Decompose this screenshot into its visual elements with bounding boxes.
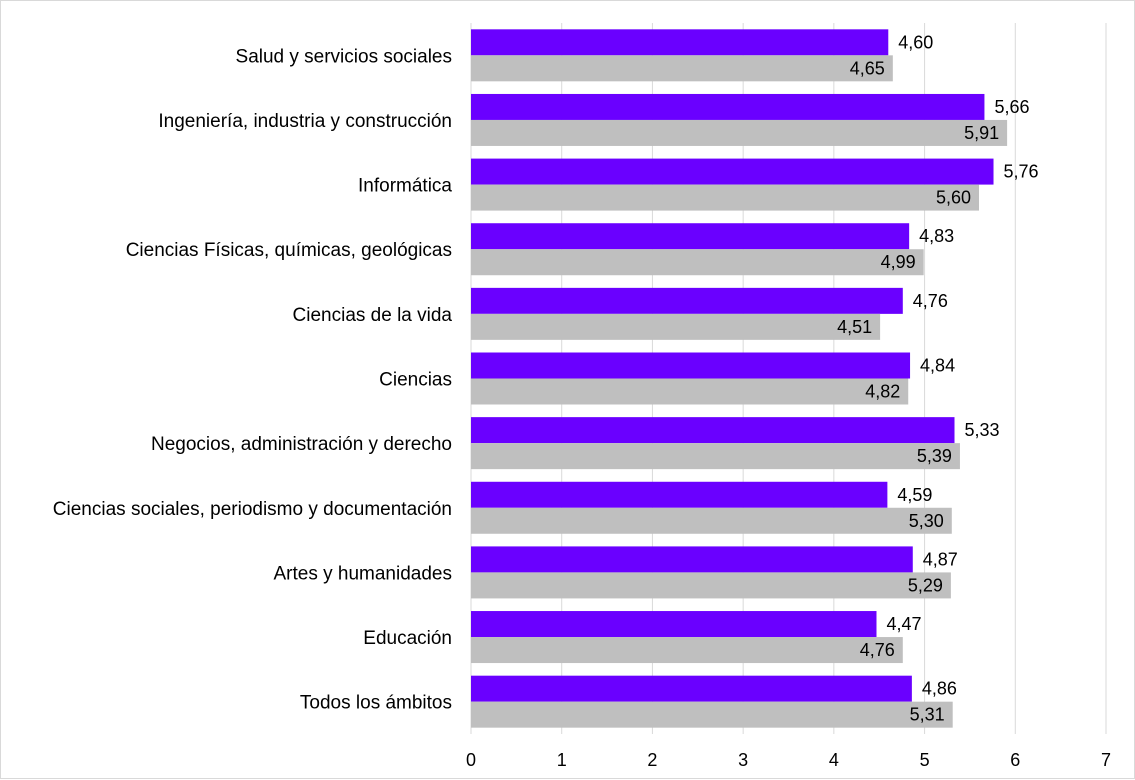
category-label: Ciencias de la vida <box>293 305 453 326</box>
data-label-series-1: 4,59 <box>897 485 932 505</box>
x-tick-label: 6 <box>1010 750 1020 770</box>
bar-series-1 <box>471 546 913 573</box>
data-label-series-1: 4,60 <box>898 32 933 52</box>
bars <box>471 29 1008 728</box>
bar-series-2 <box>471 119 1008 146</box>
data-label-series-2: 4,99 <box>881 252 916 272</box>
data-label-series-2: 5,30 <box>909 511 944 531</box>
data-label-series-1: 4,86 <box>922 679 957 699</box>
category-labels: Salud y servicios sociales Ingeniería, in… <box>53 46 453 713</box>
bar-series-2 <box>471 637 903 664</box>
bar-series-2 <box>471 572 951 599</box>
category-label: Salud y servicios sociales <box>236 46 452 67</box>
data-label-series-1: 4,83 <box>919 226 954 246</box>
x-tick-label: 2 <box>647 750 657 770</box>
bar-series-2 <box>471 55 893 82</box>
data-label-series-1: 4,76 <box>913 291 948 311</box>
bar-series-1 <box>471 29 889 56</box>
bar-series-2 <box>471 378 909 405</box>
data-label-series-2: 5,29 <box>908 575 943 595</box>
bar-series-1 <box>471 611 877 638</box>
category-label: Artes y humanidades <box>274 563 453 584</box>
category-label: Todos los ámbitos <box>300 693 452 714</box>
bar-series-2 <box>471 249 924 276</box>
bar-series-1 <box>471 417 955 444</box>
bar-series-1 <box>471 352 911 379</box>
category-label: Ingeniería, industria y construcción <box>158 111 452 132</box>
bar-series-1 <box>471 158 994 185</box>
bar-series-2 <box>471 443 960 470</box>
x-tick-label: 1 <box>557 750 567 770</box>
data-label-series-2: 4,76 <box>860 640 895 660</box>
data-label-series-1: 5,66 <box>994 97 1029 117</box>
data-labels: 4,60 4,65 5,66 5,915,76 5,60 4,834,99 4,76 4,51… <box>837 32 1038 724</box>
category-label: Ciencias sociales, periodismo y document… <box>53 499 452 520</box>
data-label-series-1: 4,87 <box>923 549 958 569</box>
x-tick-label: 7 <box>1101 750 1111 770</box>
data-label-series-1: 5,33 <box>965 420 1000 440</box>
data-label-series-2: 5,91 <box>964 123 999 143</box>
bar-series-2 <box>471 313 881 340</box>
category-label: Ciencias <box>379 370 452 391</box>
data-label-series-2: 5,31 <box>910 705 945 725</box>
category-label: Informática <box>358 176 452 197</box>
x-tick-label: 3 <box>738 750 748 770</box>
data-label-series-1: 4,84 <box>920 356 955 376</box>
category-label: Ciencias Físicas, químicas, geológicas <box>126 240 452 261</box>
data-label-series-2: 5,39 <box>917 446 952 466</box>
bar-series-1 <box>471 223 910 250</box>
category-label: Negocios, administración y derecho <box>151 434 452 455</box>
bar-series-1 <box>471 675 912 702</box>
bar-series-1 <box>471 93 985 120</box>
bar-series-1 <box>471 287 903 314</box>
x-axis-ticks: 0 1 2 3 4 5 6 7 <box>466 750 1111 770</box>
data-label-series-2: 5,60 <box>936 188 971 208</box>
bar-series-2 <box>471 184 979 211</box>
data-label-series-2: 4,65 <box>850 58 885 78</box>
bar-series-1 <box>471 481 888 508</box>
x-tick-label: 0 <box>466 750 476 770</box>
data-label-series-1: 4,47 <box>886 614 921 634</box>
x-tick-label: 4 <box>829 750 839 770</box>
bar-series-2 <box>471 507 952 534</box>
category-label: Educación <box>363 628 452 649</box>
data-label-series-2: 4,82 <box>865 382 900 402</box>
data-label-series-2: 4,51 <box>837 317 872 337</box>
x-tick-label: 5 <box>920 750 930 770</box>
data-label-series-1: 5,76 <box>1004 162 1039 182</box>
bar-series-2 <box>471 701 953 728</box>
